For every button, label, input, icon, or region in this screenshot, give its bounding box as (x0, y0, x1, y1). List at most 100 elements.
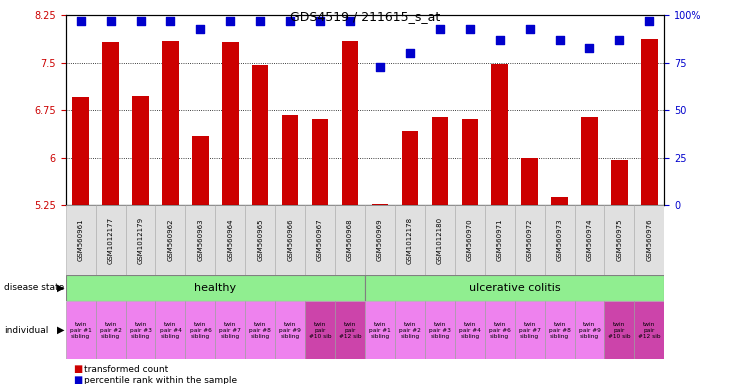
Bar (425, 301, 455, 359)
Text: twin
pair
#10 sib: twin pair #10 sib (608, 322, 631, 339)
Bar (604, 301, 634, 359)
Bar (545, 205, 575, 275)
Text: twin
pair #4
sibling: twin pair #4 sibling (160, 322, 181, 339)
Text: GSM560974: GSM560974 (586, 219, 593, 261)
Bar (365, 205, 395, 275)
Bar (575, 301, 604, 359)
Text: twin
pair #6
sibling: twin pair #6 sibling (190, 322, 211, 339)
Point (584, 45, 596, 51)
Bar (455, 301, 485, 359)
Text: transformed count: transformed count (84, 365, 168, 374)
Point (434, 26, 445, 32)
Text: twin
pair #2
sibling: twin pair #2 sibling (399, 322, 420, 339)
Text: GSM560963: GSM560963 (197, 218, 204, 262)
Bar (521, 158, 538, 205)
Bar (515, 301, 545, 359)
Point (404, 50, 416, 56)
Text: twin
pair #4
sibling: twin pair #4 sibling (459, 322, 480, 339)
Text: healthy: healthy (194, 283, 237, 293)
Text: GSM560969: GSM560969 (377, 218, 383, 262)
Text: twin
pair #1
sibling: twin pair #1 sibling (70, 322, 91, 339)
Bar (604, 205, 634, 275)
Point (494, 37, 506, 43)
Text: twin
pair
#12 sib: twin pair #12 sib (339, 322, 361, 339)
Text: percentile rank within the sample: percentile rank within the sample (84, 376, 237, 384)
Text: ■: ■ (73, 364, 82, 374)
Text: twin
pair #7
sibling: twin pair #7 sibling (519, 322, 540, 339)
Bar (485, 301, 515, 359)
Bar (485, 205, 515, 275)
Bar (192, 136, 209, 205)
Text: GSM560975: GSM560975 (616, 219, 623, 261)
Text: GSM1012178: GSM1012178 (407, 217, 413, 263)
Point (644, 18, 656, 24)
Point (374, 64, 386, 70)
Bar (162, 41, 179, 205)
Bar (185, 301, 215, 359)
Bar (551, 197, 568, 205)
Text: twin
pair #2
sibling: twin pair #2 sibling (100, 322, 121, 339)
Bar (365, 275, 664, 301)
Bar (545, 301, 575, 359)
Bar (342, 41, 358, 205)
Bar (335, 301, 365, 359)
Bar (96, 301, 126, 359)
Bar (126, 301, 155, 359)
Bar (96, 205, 126, 275)
Bar (461, 119, 478, 205)
Bar (335, 205, 365, 275)
Text: twin
pair #7
sibling: twin pair #7 sibling (220, 322, 241, 339)
Bar (102, 42, 119, 205)
Text: twin
pair #8
sibling: twin pair #8 sibling (549, 322, 570, 339)
Point (194, 26, 207, 32)
Point (613, 37, 625, 43)
Text: twin
pair
#12 sib: twin pair #12 sib (638, 322, 661, 339)
Text: GSM560966: GSM560966 (287, 218, 293, 262)
Bar (66, 205, 96, 275)
Text: GSM560965: GSM560965 (257, 219, 264, 261)
Bar (575, 205, 604, 275)
Text: twin
pair #8
sibling: twin pair #8 sibling (250, 322, 271, 339)
Text: GSM560961: GSM560961 (77, 218, 84, 262)
Bar (365, 301, 395, 359)
Text: disease state: disease state (4, 283, 64, 293)
Bar (222, 42, 239, 205)
Point (314, 18, 326, 24)
Bar (372, 204, 388, 205)
Text: twin
pair
#10 sib: twin pair #10 sib (309, 322, 331, 339)
Point (225, 18, 237, 24)
Text: GSM560973: GSM560973 (556, 218, 563, 262)
Bar (425, 205, 455, 275)
Bar (431, 117, 448, 205)
Text: GSM560962: GSM560962 (167, 219, 174, 261)
Bar (282, 116, 299, 205)
Text: twin
pair #9
sibling: twin pair #9 sibling (579, 322, 600, 339)
Text: GSM560971: GSM560971 (496, 218, 503, 262)
Bar (245, 205, 275, 275)
Bar (634, 301, 664, 359)
Bar (515, 205, 545, 275)
Text: individual: individual (4, 326, 48, 335)
Bar (395, 301, 425, 359)
Text: ▶: ▶ (57, 283, 64, 293)
Point (75, 18, 87, 24)
Text: twin
pair #6
sibling: twin pair #6 sibling (489, 322, 510, 339)
Bar (275, 301, 305, 359)
Bar (155, 205, 185, 275)
Bar (66, 301, 96, 359)
Bar (126, 205, 155, 275)
Bar (491, 63, 508, 205)
Point (554, 37, 566, 43)
Point (464, 26, 476, 32)
Point (254, 18, 266, 24)
Text: twin
pair #9
sibling: twin pair #9 sibling (280, 322, 301, 339)
Text: GSM1012177: GSM1012177 (107, 217, 114, 263)
Text: twin
pair #3
sibling: twin pair #3 sibling (130, 322, 151, 339)
Point (345, 18, 356, 24)
Text: GSM1012179: GSM1012179 (137, 217, 144, 263)
Text: ■: ■ (73, 375, 82, 384)
Text: GSM560972: GSM560972 (526, 219, 533, 261)
Bar (275, 205, 305, 275)
Bar (305, 301, 335, 359)
Bar (641, 40, 658, 205)
